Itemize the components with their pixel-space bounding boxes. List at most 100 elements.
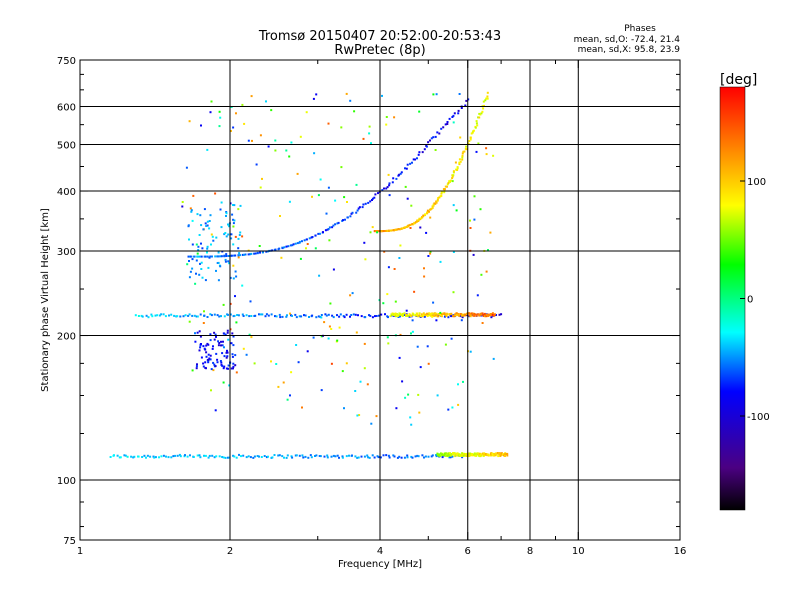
data-point — [405, 167, 408, 170]
data-point — [227, 313, 229, 316]
data-point — [500, 453, 503, 456]
data-point — [482, 107, 485, 110]
data-point — [254, 252, 257, 255]
data-point — [428, 312, 431, 315]
data-point — [430, 455, 433, 458]
data-point — [141, 456, 144, 458]
data-point — [204, 361, 207, 364]
data-point — [411, 456, 414, 459]
data-point — [457, 403, 460, 406]
data-point — [258, 455, 260, 458]
data-point — [371, 199, 373, 201]
data-point — [275, 315, 278, 318]
data-point — [311, 314, 314, 317]
data-point — [416, 345, 419, 348]
data-point — [342, 219, 344, 222]
data-point — [222, 381, 225, 384]
data-point — [151, 315, 154, 318]
data-point — [211, 347, 214, 350]
data-point — [264, 315, 267, 318]
data-point — [186, 455, 189, 458]
data-point — [312, 336, 315, 339]
data-point — [458, 158, 461, 161]
data-point — [141, 315, 144, 318]
data-point — [237, 208, 240, 211]
data-point — [208, 227, 211, 230]
data-point — [217, 279, 220, 282]
data-point — [471, 312, 473, 315]
data-point — [306, 350, 309, 353]
data-point — [350, 314, 353, 316]
data-point — [357, 456, 360, 459]
data-point — [206, 316, 209, 318]
data-point — [191, 258, 194, 261]
data-point — [233, 314, 236, 317]
data-point — [446, 183, 449, 186]
data-point — [249, 253, 252, 256]
data-point — [184, 454, 186, 457]
data-point — [464, 453, 467, 456]
data-point — [469, 350, 472, 353]
data-point — [209, 339, 212, 342]
data-point — [452, 171, 455, 174]
data-point — [222, 340, 224, 343]
data-point — [462, 150, 465, 153]
data-point — [320, 314, 323, 316]
data-point — [223, 365, 226, 368]
data-point — [209, 214, 212, 217]
data-point — [442, 126, 445, 129]
data-point — [461, 156, 464, 159]
data-point — [271, 249, 274, 252]
data-point — [215, 269, 217, 272]
data-point — [239, 231, 242, 234]
data-point — [224, 456, 227, 459]
data-point — [191, 219, 194, 222]
data-point — [219, 208, 222, 211]
data-point — [411, 330, 414, 333]
data-point — [456, 314, 459, 317]
data-point — [233, 204, 236, 207]
data-point — [427, 141, 430, 144]
data-point — [479, 113, 482, 116]
data-point — [232, 126, 235, 129]
data-point — [404, 226, 407, 229]
data-point — [303, 239, 306, 242]
data-point — [487, 313, 489, 316]
data-point — [223, 355, 226, 358]
data-point — [255, 163, 258, 166]
data-point — [278, 247, 281, 250]
data-point — [500, 452, 503, 455]
data-point — [289, 394, 291, 397]
data-point — [116, 454, 119, 457]
data-point — [232, 277, 235, 280]
data-point — [459, 313, 462, 315]
data-point — [207, 359, 210, 362]
data-point — [473, 195, 476, 198]
data-point — [198, 234, 201, 236]
data-point — [218, 342, 221, 344]
data-point — [430, 207, 433, 210]
data-point — [358, 414, 361, 416]
data-point — [467, 143, 470, 145]
data-point — [482, 100, 485, 103]
data-point — [437, 313, 440, 315]
data-point — [315, 93, 318, 96]
data-point — [292, 243, 295, 246]
data-point — [238, 453, 240, 456]
data-point — [476, 124, 479, 127]
data-point — [426, 345, 429, 348]
data-point — [351, 211, 354, 214]
data-point — [461, 316, 464, 319]
data-point — [212, 345, 214, 348]
data-point — [400, 171, 403, 174]
data-point — [382, 302, 385, 305]
data-point — [449, 452, 451, 455]
data-point — [440, 314, 443, 317]
data-point — [448, 180, 451, 183]
data-point — [209, 255, 212, 258]
data-point — [248, 315, 251, 318]
data-point — [213, 363, 216, 366]
data-point — [423, 148, 426, 151]
data-point — [387, 342, 390, 345]
data-point — [290, 455, 293, 458]
